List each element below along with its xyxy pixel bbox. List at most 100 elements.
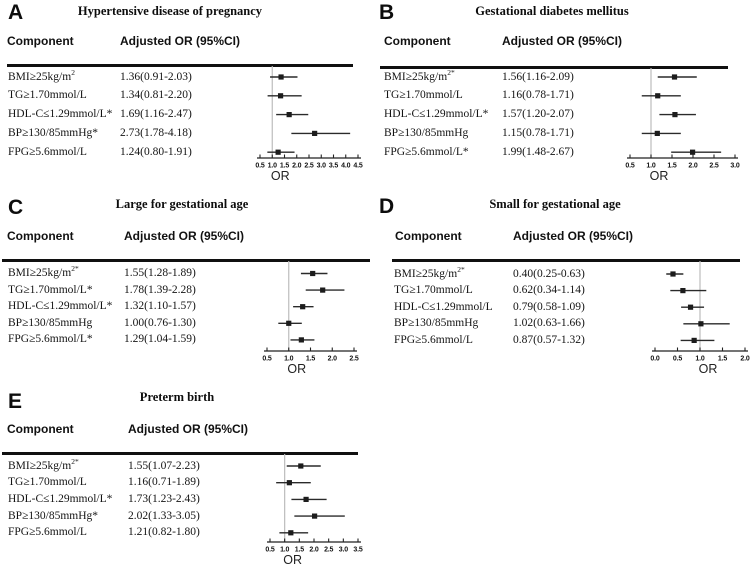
x-axis-tick-label: 1.0: [268, 163, 277, 170]
component-label: BP≥130/85mmHg: [394, 317, 479, 330]
or-value: 1.56(1.16-2.09): [502, 70, 574, 83]
table-row: HDL-C≤1.29mmol/L* 1.69(1.16-2.47): [8, 107, 192, 121]
table-row: FPG≥5.6mmol/L* 1.29(1.04-1.59): [8, 332, 196, 346]
component-label-superscript: 2*: [457, 264, 465, 274]
component-label: HDL-C≤1.29mmol/L*: [384, 108, 489, 121]
component-label: TG≥1.70mmol/L*: [8, 283, 93, 296]
x-axis-tick-label: 1.0: [280, 547, 289, 554]
component-label: BMI≥25kg/m: [8, 70, 72, 83]
component-label: BP≥130/85mmHg*: [8, 126, 99, 139]
column-header-component: Component: [384, 34, 451, 48]
column-header-component: Component: [7, 229, 74, 243]
or-point-marker: [311, 513, 318, 519]
x-axis-tick-label: 1.0: [646, 163, 655, 170]
component-label: TG≥1.70mmol/L: [384, 89, 463, 102]
forest-plot: 0.5 1.0 1.5 2.0 2.5 3.0 3.5 4.0 4.5 OR: [255, 66, 363, 183]
table-row: FPG≥5.6mmol/L 1.21(0.82-1.80): [8, 525, 200, 539]
component-label: HDL-C≤1.29mmol/L*: [8, 492, 113, 505]
component-label: FPG≥5.6mmol/L: [8, 145, 87, 158]
or-value: 0.87(0.57-1.32): [513, 333, 585, 346]
or-value: 1.00(0.76-1.30): [124, 316, 196, 329]
or-point-marker: [689, 149, 696, 155]
or-point-marker: [286, 320, 292, 326]
header-rule: [380, 66, 728, 69]
or-point-marker: [687, 304, 694, 310]
header-rule: [2, 259, 370, 262]
column-header-adjusted-or: Adjusted OR (95%CI): [513, 229, 634, 243]
panel-letter: E: [8, 390, 23, 413]
column-header-adjusted-or: Adjusted OR (95%CI): [124, 229, 245, 243]
or-point-marker: [277, 93, 284, 99]
table-row: TG≥1.70mmol/L 1.34(0.81-2.20): [8, 88, 192, 102]
x-axis-tick-label: 1.5: [295, 547, 304, 554]
table-row: HDL-C≤1.29mmol/L* 1.57(1.20-2.07): [384, 107, 574, 121]
or-value: 1.55(1.28-1.89): [124, 267, 196, 279]
or-value: 1.02(0.63-1.66): [513, 317, 585, 330]
or-point-marker: [298, 463, 304, 469]
x-axis-label: OR: [271, 169, 290, 183]
column-header-component: Component: [395, 229, 462, 243]
table-row: BP≥130/85mmHg 1.15(0.78-1.71): [384, 126, 574, 140]
or-point-marker: [286, 480, 292, 486]
x-axis-tick-label: 0.0: [650, 356, 659, 363]
or-point-marker: [303, 496, 309, 502]
x-axis-tick-label: 2.0: [292, 163, 301, 170]
table-row: FPG≥5.6mmol/L* 1.99(1.48-2.67): [384, 145, 574, 159]
x-axis-tick-label: 2.0: [688, 163, 697, 170]
or-value: 2.02(1.33-3.05): [128, 509, 200, 522]
panel-d: D Small for gestational age Component Ad…: [375, 190, 750, 380]
x-axis-label: OR: [283, 553, 302, 567]
forest-plot: 0.5 1.0 1.5 2.0 2.5 OR: [262, 261, 359, 376]
or-point-marker: [672, 112, 678, 118]
table-row: TG≥1.70mmol/L 0.62(0.34-1.14): [394, 283, 585, 297]
or-point-marker: [278, 74, 284, 80]
or-value: 1.69(1.16-2.47): [120, 108, 192, 121]
column-header-component: Component: [7, 422, 74, 436]
or-value: 1.99(1.48-2.67): [502, 145, 574, 158]
x-axis-tick-label: 0.5: [265, 547, 274, 554]
panel-title: Hypertensive disease of pregnancy: [77, 4, 263, 18]
table-row: BMI≥25kg/m2* 1.56(1.16-2.09): [384, 68, 574, 84]
panel-e: E Preterm birth Component Adjusted OR (9…: [0, 380, 375, 569]
x-axis-tick-label: 1.5: [667, 163, 676, 170]
x-axis-tick-label: 0.5: [255, 163, 264, 170]
x-axis-tick-label: 2.5: [709, 163, 718, 170]
or-point-marker: [298, 337, 304, 343]
column-header-adjusted-or: Adjusted OR (95%CI): [120, 34, 241, 48]
component-label: BP≥130/85mmHg*: [8, 509, 99, 522]
or-value: 1.36(0.91-2.03): [120, 70, 192, 83]
table-row: BMI≥25kg/m2 1.36(0.91-2.03): [8, 68, 192, 84]
component-label-superscript: 2*: [71, 456, 79, 466]
x-axis-tick-label: 3.0: [317, 163, 326, 170]
table-row: TG≥1.70mmol/L* 1.78(1.39-2.28): [8, 283, 196, 297]
or-value: 1.24(0.80-1.91): [120, 145, 192, 158]
x-axis-tick-label: 3.0: [339, 547, 348, 554]
or-value: 0.62(0.34-1.14): [513, 284, 585, 297]
panel-title: Preterm birth: [139, 390, 215, 404]
x-axis-tick-label: 0.5: [673, 356, 682, 363]
or-point-marker: [275, 149, 281, 155]
table-row: BP≥130/85mmHg* 2.73(1.78-4.18): [8, 126, 192, 140]
forest-plot: 0.0 0.5 1.0 1.5 2.0 OR: [650, 261, 750, 376]
table-row: BP≥130/85mmHg* 2.02(1.33-3.05): [8, 509, 200, 523]
header-rule: [2, 452, 358, 455]
column-header-component: Component: [7, 34, 74, 48]
table-row: FPG≥5.6mmol/L 0.87(0.57-1.32): [394, 333, 585, 347]
table-row: HDL-C≤1.29mmol/L* 1.73(1.23-2.43): [8, 492, 200, 506]
x-axis-tick-label: 2.0: [309, 547, 318, 554]
component-label: HDL-C≤1.29mmol/L*: [8, 108, 113, 121]
component-label: FPG≥5.6mmol/L*: [8, 333, 93, 346]
table-row: BMI≥25kg/m2* 0.40(0.25-0.63): [394, 264, 585, 281]
panel-a: A Hypertensive disease of pregnancy Comp…: [0, 0, 375, 190]
column-header-adjusted-or: Adjusted OR (95%CI): [128, 422, 249, 436]
column-header-adjusted-or: Adjusted OR (95%CI): [502, 34, 623, 48]
component-label: FPG≥5.6mmol/L*: [384, 145, 469, 158]
x-axis-tick-label: 3.5: [329, 163, 338, 170]
or-point-marker: [286, 112, 292, 118]
component-label: BMI≥25kg/m: [8, 459, 72, 472]
header-rule: [7, 64, 353, 67]
component-label: HDL-C≤1.29mmol/L*: [8, 300, 113, 313]
x-axis-tick-label: 2.5: [324, 547, 333, 554]
x-axis-tick-label: 1.0: [284, 356, 293, 363]
